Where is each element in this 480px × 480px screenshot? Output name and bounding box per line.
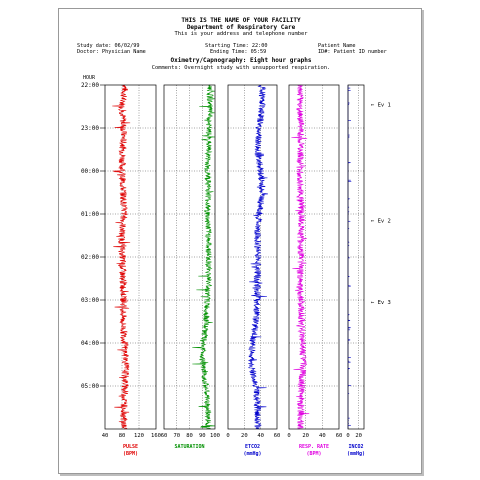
hour-axis-label: HOUR bbox=[83, 75, 96, 81]
trace-resp-rate bbox=[291, 84, 310, 430]
hour-tick-label: 03:00 bbox=[81, 297, 99, 304]
panel-frame bbox=[288, 84, 340, 430]
x-tick-label: 70 bbox=[173, 433, 180, 439]
panel-frame bbox=[347, 84, 365, 430]
panel-unit: (mmHg) bbox=[243, 451, 261, 457]
panel-unit: (BPM) bbox=[123, 451, 138, 457]
panel-label: INCO2 bbox=[348, 444, 363, 450]
panel-label: RESP. RATE bbox=[299, 444, 329, 450]
x-tick-label: 40 bbox=[102, 433, 109, 439]
report-page: THIS IS THE NAME OF YOUR FACILITY Depart… bbox=[58, 8, 422, 474]
hour-tick-label: 00:00 bbox=[81, 168, 99, 175]
study-comments: Comments: Overnight study with unsupport… bbox=[151, 65, 331, 71]
trace-etco2 bbox=[248, 84, 268, 430]
facility-name: THIS IS THE NAME OF YOUR FACILITY bbox=[181, 17, 301, 24]
hour-tick-label: 22:00 bbox=[81, 82, 99, 89]
x-tick-label: 80 bbox=[119, 433, 126, 439]
panel-unit: (BPM) bbox=[306, 451, 321, 457]
x-tick-label: 0 bbox=[226, 433, 229, 439]
event-marker: ← Ev 1 bbox=[371, 102, 391, 108]
panel-frame bbox=[104, 84, 157, 430]
x-tick-label: 40 bbox=[257, 433, 264, 439]
panel-unit: (mmHg) bbox=[347, 451, 365, 457]
x-tick-label: 80 bbox=[186, 433, 193, 439]
x-tick-label: 60 bbox=[274, 433, 281, 439]
panel-label: ETCO2 bbox=[245, 444, 260, 450]
x-tick-label: 160 bbox=[151, 433, 161, 439]
ending-time: Ending Time: 05:59 bbox=[210, 49, 267, 55]
x-tick-label: 40 bbox=[319, 433, 326, 439]
hour-tick-label: 23:00 bbox=[81, 125, 99, 132]
department-name: Department of Respiratory Care bbox=[186, 24, 296, 31]
x-tick-label: 0 bbox=[346, 433, 349, 439]
patient-id: ID#: Patient ID number bbox=[318, 49, 387, 55]
trace-pulse bbox=[112, 84, 131, 430]
x-tick-label: 20 bbox=[302, 433, 309, 439]
trace-saturation bbox=[192, 84, 216, 430]
event-marker: ← Ev 3 bbox=[371, 300, 391, 306]
x-tick-label: 0 bbox=[287, 433, 290, 439]
x-tick-label: 60 bbox=[336, 433, 343, 439]
x-tick-label: 60 bbox=[161, 433, 168, 439]
x-tick-label: 20 bbox=[241, 433, 248, 439]
facility-address: This is your address and telephone numbe… bbox=[174, 31, 308, 37]
study-date: Study date: 06/02/99 bbox=[77, 43, 140, 49]
event-marker: ← Ev 2 bbox=[371, 218, 391, 224]
panel-frame bbox=[163, 84, 216, 430]
hour-tick-label: 02:00 bbox=[81, 254, 99, 261]
x-tick-label: 100 bbox=[210, 433, 220, 439]
doctor-name: Doctor: Physician Name bbox=[77, 49, 146, 55]
x-tick-label: 20 bbox=[355, 433, 362, 439]
hour-tick-label: 04:00 bbox=[81, 340, 99, 347]
hour-tick-label: 05:00 bbox=[81, 383, 99, 390]
panel-label: PULSE bbox=[123, 444, 138, 450]
panel-label: SATURATION bbox=[174, 444, 204, 450]
panel-frame bbox=[227, 84, 278, 430]
x-tick-label: 90 bbox=[199, 433, 206, 439]
patient-name: Patient Name bbox=[318, 43, 356, 49]
hour-tick-label: 01:00 bbox=[81, 211, 99, 218]
x-tick-label: 120 bbox=[134, 433, 144, 439]
starting-time: Starting Time: 22:00 bbox=[205, 43, 268, 49]
chart-title: Oximetry/Capnography: Eight hour graphs bbox=[170, 57, 312, 64]
